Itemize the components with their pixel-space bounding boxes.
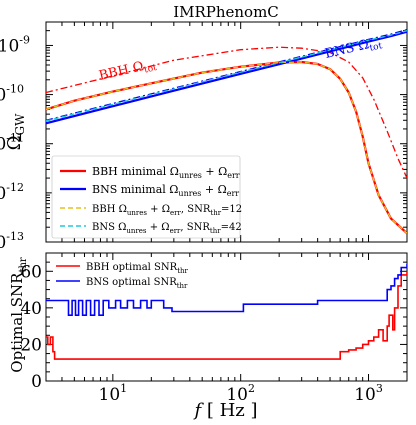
y-tick-label: 10-12	[0, 181, 24, 204]
svg-text:BNS optimal SNRthr: BNS optimal SNRthr	[86, 277, 188, 290]
y-tick-label: 10-13	[0, 230, 24, 253]
annotation-bbh-total: BBH Ωtot	[98, 56, 159, 86]
y-tick-label: 40	[20, 299, 42, 319]
y-tick-label: 10-9	[0, 33, 30, 56]
svg-text:BNS minimal Ωunres + Ωerr: BNS minimal Ωunres + Ωerr	[92, 183, 239, 198]
bbh-snr-step-line	[46, 271, 407, 360]
top-legend: BBH minimal Ωunres + Ωerr BNS minimal Ωu…	[51, 155, 242, 239]
bottom-legend: BBH optimal SNRthr BNS optimal SNRthr	[56, 262, 189, 290]
top-series-group	[46, 28, 407, 235]
svg-text:BBH minimal Ωunres + Ωerr: BBH minimal Ωunres + Ωerr	[92, 165, 240, 180]
chart-title: IMRPhenomC	[173, 3, 279, 21]
y-tick-label: 10-10	[0, 83, 24, 106]
y-tick-label: 0	[31, 372, 42, 392]
bottom-axis-ticks: 101 102 103 0 20 40 60	[20, 252, 408, 405]
bns-minimal-line	[46, 30, 407, 125]
top-panel-frame	[45, 21, 408, 243]
bns-total-line	[46, 28, 407, 121]
top-axis-ticks: 10-910-1010-1110-1210-13	[0, 22, 408, 253]
x-tick-label: 103	[354, 382, 383, 405]
bns-snr42-line	[46, 30, 407, 122]
x-axis-label: f [ Hz ]	[192, 400, 257, 421]
x-tick-label: 102	[226, 382, 255, 405]
x-tick-label: 101	[99, 382, 128, 405]
svg-text:BBH optimal SNRthr: BBH optimal SNRthr	[86, 262, 189, 275]
bottom-series-group	[46, 264, 407, 360]
y-tick-label: 20	[20, 335, 42, 355]
bottom-y-axis-label: Optimal SNRthr	[8, 257, 29, 373]
bbh-snr12-line	[46, 61, 407, 234]
y-tick-label: 60	[20, 262, 42, 282]
bns-snr-step-line	[46, 264, 407, 316]
